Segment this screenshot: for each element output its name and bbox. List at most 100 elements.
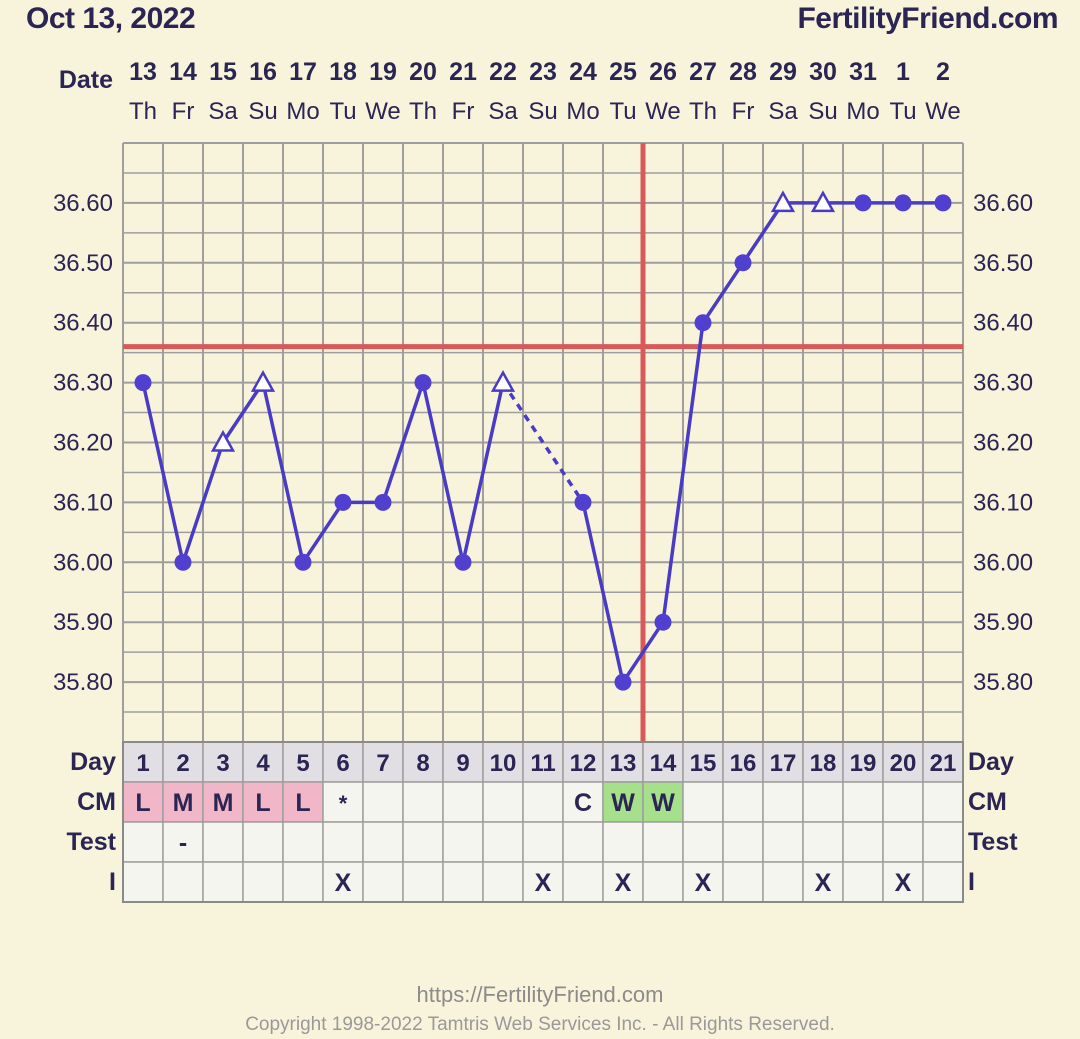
cm-cell [722, 781, 764, 823]
cm-cell [802, 781, 844, 823]
date-number: 14 [169, 58, 197, 86]
i-cell [682, 861, 724, 903]
test-cell [442, 821, 484, 863]
date-number: 24 [569, 58, 597, 86]
y-tick-right: 36.50 [973, 250, 1033, 277]
temp-point-open [810, 190, 836, 213]
y-tick-right: 36.40 [973, 310, 1033, 337]
day-value: 18 [810, 750, 837, 777]
temp-segment [381, 382, 425, 503]
i-cell [282, 861, 324, 903]
i-cell [322, 861, 364, 903]
y-tick-right: 36.20 [973, 430, 1033, 457]
i-cell [922, 861, 964, 903]
temp-segment-dashed [501, 381, 585, 504]
footer-url[interactable]: https://FertilityFriend.com [416, 982, 664, 1007]
test-cell [922, 821, 964, 863]
test-row-label-left: Test [66, 828, 116, 856]
i-row-label-right: I [968, 868, 975, 896]
temp-segment [461, 382, 505, 563]
date-number: 2 [936, 58, 950, 86]
date-number: 29 [769, 58, 797, 86]
i-cell [642, 861, 684, 903]
temp-segment [741, 201, 785, 264]
test-cell [642, 821, 684, 863]
date-number: 28 [729, 58, 757, 86]
temp-point [734, 254, 752, 272]
temp-point [134, 374, 152, 392]
weekday-label: Th [689, 98, 717, 125]
cm-value: W [651, 789, 675, 817]
i-cell [402, 861, 444, 903]
day-value: 16 [730, 750, 757, 777]
day-cell [602, 741, 644, 783]
date-number: 19 [369, 58, 397, 86]
weekday-label: We [365, 98, 401, 125]
date-number: 21 [449, 58, 477, 86]
cm-cell [122, 781, 164, 823]
temp-segment [261, 382, 305, 563]
test-cell [802, 821, 844, 863]
weekday-label: Mo [566, 98, 599, 125]
day-value: 5 [296, 750, 309, 777]
y-tick-right: 36.00 [973, 549, 1033, 576]
y-tick-left: 36.20 [53, 430, 113, 457]
i-cell [482, 861, 524, 903]
i-value: X [895, 869, 912, 897]
cm-value: * [339, 791, 348, 816]
day-value: 14 [650, 750, 677, 777]
day-value: 8 [416, 750, 429, 777]
cm-cell [522, 781, 564, 823]
date-number: 20 [409, 58, 437, 86]
cm-cell [442, 781, 484, 823]
test-cell [242, 821, 284, 863]
cm-cell [562, 781, 604, 823]
weekday-label: Mo [286, 98, 319, 125]
temp-segment [221, 381, 265, 444]
day-value: 1 [136, 750, 149, 777]
temp-point [454, 553, 472, 571]
cm-cell [842, 781, 884, 823]
temp-point-open [210, 429, 236, 452]
test-cell [682, 821, 724, 863]
i-cell [522, 861, 564, 903]
temp-segment [581, 502, 625, 683]
day-value: 15 [690, 750, 717, 777]
i-cell [842, 861, 884, 903]
day-value: 19 [850, 750, 877, 777]
test-row-label-right: Test [968, 828, 1018, 856]
i-cell [162, 861, 204, 903]
i-value: X [335, 869, 352, 897]
cm-cell [682, 781, 724, 823]
cm-value: L [295, 789, 310, 817]
weekday-label: Su [808, 98, 837, 125]
y-tick-left: 36.10 [53, 489, 113, 516]
day-row-label-right: Day [968, 748, 1014, 776]
date-number: 25 [609, 58, 637, 86]
weekday-label: Fr [172, 98, 195, 125]
table-border [122, 741, 964, 903]
day-value: 17 [770, 750, 797, 777]
weekday-label: Tu [889, 98, 916, 125]
day-value: 21 [930, 750, 957, 777]
cm-cell [162, 781, 204, 823]
weekday-label: Tu [329, 98, 356, 125]
cm-value: M [173, 789, 194, 817]
day-value: 13 [610, 750, 637, 777]
i-row-label-left: I [109, 868, 116, 896]
temp-point [574, 493, 592, 511]
temp-point [174, 553, 192, 571]
cm-cell [362, 781, 404, 823]
test-cell [762, 821, 804, 863]
temp-point [694, 314, 712, 332]
temp-segment [301, 501, 345, 564]
day-value: 9 [456, 750, 469, 777]
i-cell [242, 861, 284, 903]
test-cell [842, 821, 884, 863]
i-cell [762, 861, 804, 903]
date-row-label: Date [59, 66, 113, 94]
i-value: X [815, 869, 832, 897]
temp-point [294, 553, 312, 571]
date-number: 18 [329, 58, 357, 86]
